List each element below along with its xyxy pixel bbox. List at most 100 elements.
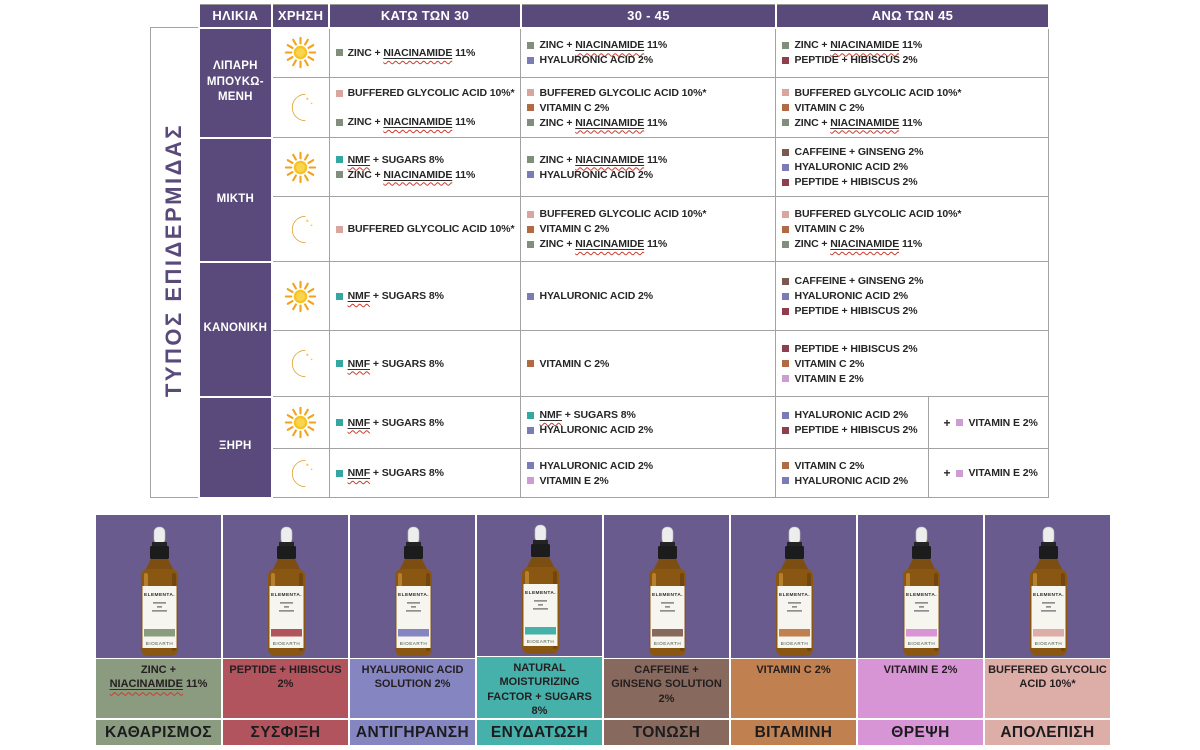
ingredient-bullet: [335, 89, 343, 97]
ingredient-name: CAFFEINE + GINSENG 2%: [794, 146, 924, 158]
cell-under-30: NMF + SUGARS 8%: [328, 330, 522, 397]
ingredient-list: NMF + SUGARS 8% ZINC + NIACINAMIDE 11%: [334, 151, 517, 184]
product-bottle-area: ELEMENTA. BIOEARTH: [604, 515, 729, 658]
svg-text:BIOEARTH: BIOEARTH: [399, 641, 426, 646]
product-category-band: ΑΠΟΛΕΠΙΣΗ: [985, 718, 1110, 745]
sun-icon: [285, 151, 317, 183]
ingredient-list: HYALURONIC ACID 2% VITAMIN E 2%: [525, 457, 771, 490]
ingredient-item: VITAMIN C 2%: [527, 358, 769, 370]
cell-under-30: ZINC + NIACINAMIDE 11%: [328, 27, 522, 78]
ingredient-list: PEPTIDE + HIBISCUS 2% VITAMIN C 2% VITAMIN…: [780, 340, 1044, 388]
ingredient-bullet: [527, 41, 535, 49]
product-name-label: ZINC + NIACINAMIDE 11%: [96, 658, 221, 718]
ingredient-bullet: [782, 225, 790, 233]
ingredient-list: NMF + SUGARS 8% HYALURONIC ACID 2%: [525, 406, 771, 439]
ingredient-list: BUFFERED GLYCOLIC ACID 10%* VITAMIN C 2% Z…: [780, 84, 1044, 132]
ingredient-name: HYALURONIC ACID 2%: [539, 54, 653, 67]
svg-text:BIOEARTH: BIOEARTH: [1034, 641, 1061, 646]
ingredient-name: VITAMIN C 2%: [539, 223, 610, 235]
ingredient-name: HYALURONIC ACID 2%: [794, 474, 908, 487]
misspelled-word: NIACINAMIDE: [383, 169, 452, 181]
product-card: ELEMENTA. BIOEARTH NATURAL MOISTURIZING FACT…: [475, 515, 602, 745]
ingredient-item: ZINC + NIACINAMIDE 11%: [782, 39, 1042, 51]
product-name-line: GINSENG SOLUTION: [611, 678, 722, 691]
ingredient-list: ZINC + NIACINAMIDE 11% HYALURONIC ACID 2%: [525, 36, 771, 69]
cell-under-30: NMF + SUGARS 8% ZINC + NIACINAMIDE 11%: [328, 137, 522, 197]
ingredient-item: ZINC + NIACINAMIDE 11%: [527, 238, 769, 250]
ingredient-item: VITAMIN E 2%: [956, 417, 1038, 429]
product-name-label: HYALURONIC ACID SOLUTION 2%: [350, 658, 475, 718]
ingredient-bullet: [527, 462, 535, 469]
ingredient-list: BUFFERED GLYCOLIC ACID 10%* VITAMIN C 2% Z…: [525, 84, 771, 132]
product-card: ELEMENTA. BIOEARTH ZINC + NIACINAMIDE 11% ΚΑ…: [96, 515, 221, 745]
misspelled-word: NMF: [347, 467, 371, 479]
misspelled-word: NIACINAMIDE: [110, 678, 183, 690]
ingredient-item: BUFFERED GLYCOLIC ACID 10%*: [335, 223, 515, 235]
ingredient-name: NMF + SUGARS 8%: [347, 416, 444, 429]
ingredient-item: HYALURONIC ACID 2%: [527, 54, 769, 66]
ingredient-item: PEPTIDE + HIBISCUS 2%: [782, 176, 1042, 188]
misspelled-word-wave: NIACINAMIDE: [830, 116, 900, 129]
product-lineup-strip: ELEMENTA. BIOEARTH ZINC + NIACINAMIDE 11% ΚΑ…: [96, 515, 1110, 745]
ingredient-item: NMF + SUGARS 8%: [335, 358, 515, 370]
ingredient-name: PEPTIDE + HIBISCUS 2%: [794, 54, 918, 67]
ingredient-list: BUFFERED GLYCOLIC ACID 10%*: [334, 220, 517, 238]
product-bottle-area: ELEMENTA. BIOEARTH: [223, 515, 348, 658]
ingredient-item: NMF + SUGARS 8%: [335, 467, 515, 479]
ingredient-item: BUFFERED GLYCOLIC ACID 10%*: [527, 87, 769, 99]
product-name-line: NIACINAMIDE 11%: [109, 678, 208, 691]
ingredient-list: BUFFERED GLYCOLIC ACID 10%* VITAMIN C 2% Z…: [525, 205, 771, 253]
ingredient-bullet: [335, 49, 343, 57]
ingredient-list: VITAMIN C 2% HYALURONIC ACID 2%: [780, 457, 924, 490]
ingredient-item: VITAMIN E 2%: [782, 373, 1042, 385]
svg-text:BIOEARTH: BIOEARTH: [145, 641, 172, 646]
ingredient-list: HYALURONIC ACID 2% PEPTIDE + HIBISCUS 2%: [780, 406, 924, 439]
svg-text:ELEMENTA.: ELEMENTA.: [144, 592, 175, 598]
ingredient-list: HYALURONIC ACID 2%: [525, 287, 771, 305]
ingredient-item: BUFFERED GLYCOLIC ACID 10%*: [782, 208, 1042, 220]
ingredient-name: PEPTIDE + HIBISCUS 2%: [794, 342, 918, 355]
misspelled-word-wave: NMF: [347, 467, 371, 479]
ingredient-item: ZINC + NIACINAMIDE 11%: [527, 39, 769, 51]
product-name-line: ZINC +: [140, 664, 177, 676]
ingredient-item: ZINC + NIACINAMIDE 11%: [335, 116, 515, 128]
product-name-line: 2%: [277, 678, 294, 691]
cell-over-45: ZINC + NIACINAMIDE 11% PEPTIDE + HIBISCUS…: [775, 27, 1050, 78]
misspelled-word-wave: NMF: [347, 290, 371, 302]
ingredient-name: CAFFEINE + GINSENG 2%: [794, 275, 924, 287]
ingredient-name: BUFFERED GLYCOLIC ACID 10%*: [347, 87, 515, 99]
misspelled-word-wave: NIACINAMIDE: [383, 116, 453, 128]
ingredient-bullet: [782, 360, 790, 367]
ingredient-bullet: [527, 477, 535, 484]
ingredient-name: HYALURONIC ACID 2%: [794, 290, 908, 302]
matrix-row: ΜΙΚΤΗ NMF + SUGARS 8% ZINC + NIACINAMIDE 1…: [151, 136, 1050, 263]
product-name-line: SOLUTION 2%: [374, 678, 451, 691]
ingredient-item: ZINC + NIACINAMIDE 11%: [335, 46, 515, 59]
ingredient-name: BUFFERED GLYCOLIC ACID 10%*: [539, 86, 707, 99]
ingredient-bullet: [782, 104, 790, 111]
ingredient-bullet: [335, 156, 343, 163]
ingredient-item: NMF + SUGARS 8%: [527, 409, 769, 421]
ingredient-name: ZINC + NIACINAMIDE 11%: [794, 238, 923, 250]
matrix-row: BUFFERED GLYCOLIC ACID 10%* BUFFERED GLYC…: [151, 196, 1050, 262]
header-age: ΗΛΙΚΙΑ: [197, 4, 274, 29]
misspelled-word-wave: NIACINAMIDE: [830, 39, 900, 52]
ingredient-name: HYALURONIC ACID 2%: [794, 409, 908, 421]
ingredient-bullet: [335, 292, 343, 300]
matrix-row: ΤΥΠΟΣ ΕΠΙΔΕΡΜΙΔΑΣ ΛΙΠΑΡΗ ΜΠΟΥΚΩ- ΜΕΝΗ ZINC +…: [150, 26, 1050, 498]
misspelled-word-wave: NIACINAMIDE: [383, 46, 453, 59]
product-bottle-image: ELEMENTA. BIOEARTH: [140, 526, 178, 656]
ingredient-item: ZINC + NIACINAMIDE 11%: [527, 117, 769, 129]
ingredient-item: NMF + SUGARS 8%: [335, 154, 515, 166]
ingredient-name: VITAMIN E 2%: [539, 474, 609, 487]
ingredient-bullet: [527, 210, 535, 218]
ingredient-item: CAFFEINE + GINSENG 2%: [782, 275, 1042, 287]
ingredient-name: PEPTIDE + HIBISCUS 2%: [794, 424, 918, 436]
ingredient-item: ZINC + NIACINAMIDE 11%: [782, 238, 1042, 250]
misspelled-word-wave: NIACINAMIDE: [383, 168, 453, 181]
ingredient-list: ZINC + NIACINAMIDE 11%: [334, 44, 517, 62]
ingredient-name: ZINC + NIACINAMIDE 11%: [347, 168, 476, 181]
misspelled-word-wave: NMF: [539, 409, 562, 421]
product-name-line: NATURAL: [513, 662, 566, 675]
